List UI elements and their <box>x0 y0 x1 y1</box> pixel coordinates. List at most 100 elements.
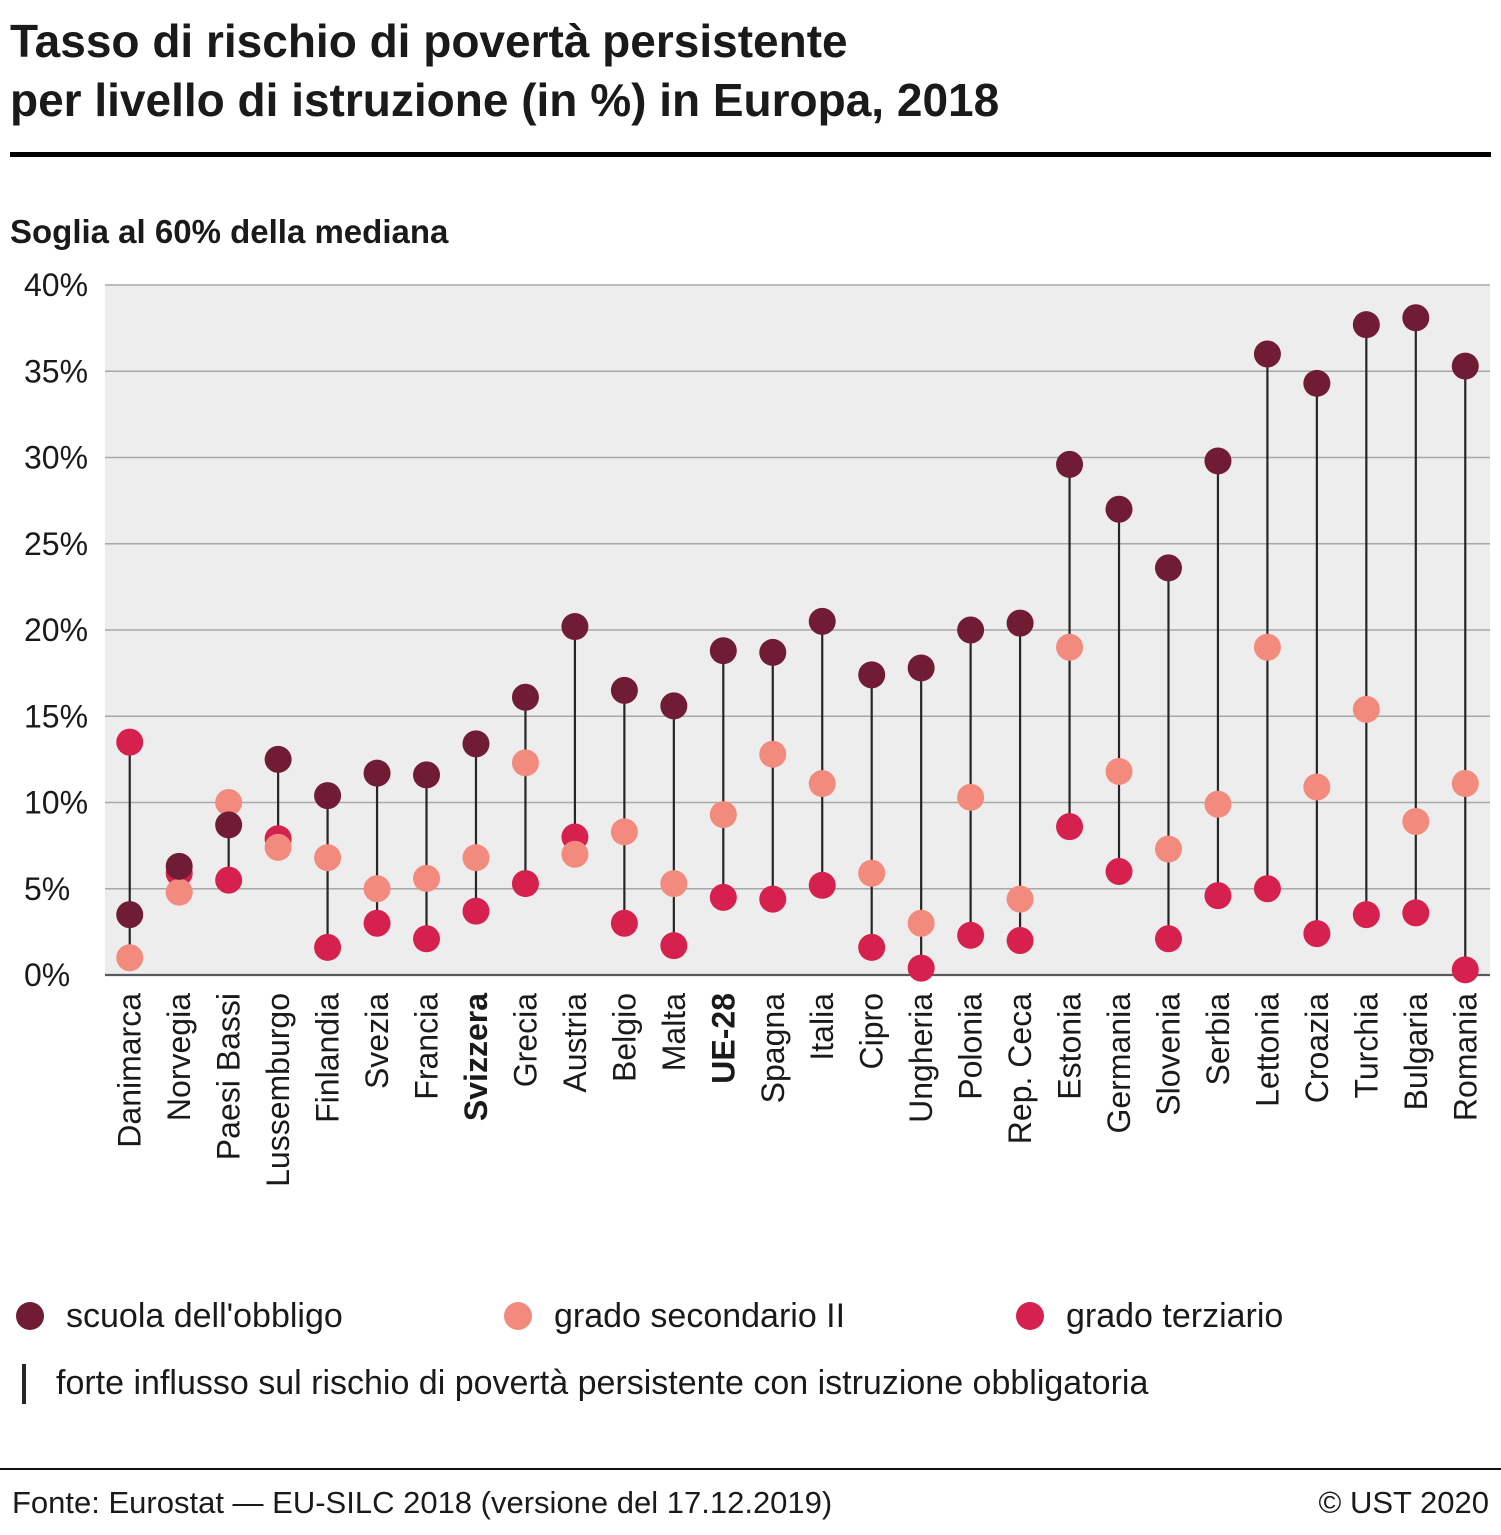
x-axis-label: Malta <box>656 993 692 1071</box>
data-point <box>462 843 490 871</box>
data-point <box>116 728 144 756</box>
data-point <box>413 761 441 789</box>
data-point <box>808 607 836 635</box>
data-point <box>1253 875 1281 902</box>
y-tick-label: 15% <box>24 698 88 734</box>
data-point <box>1402 899 1430 927</box>
data-point <box>1056 633 1084 661</box>
data-point <box>759 885 787 913</box>
data-point <box>709 636 737 664</box>
data-point <box>1303 773 1331 801</box>
data-point <box>413 925 441 953</box>
x-axis-label: Slovenia <box>1150 993 1186 1116</box>
x-axis-label: Austria <box>557 993 593 1093</box>
x-axis-label: Svizzera <box>458 993 494 1121</box>
data-point <box>660 692 688 720</box>
data-point <box>1451 769 1479 797</box>
data-point <box>1006 609 1034 637</box>
data-point <box>215 866 243 894</box>
legend-label-obbligo: scuola dell'obbligo <box>66 1296 343 1335</box>
data-point <box>610 909 638 937</box>
data-point <box>907 654 935 682</box>
x-axis-label: Norvegia <box>161 993 197 1121</box>
data-point <box>907 909 935 937</box>
y-tick-label: 0% <box>24 957 70 993</box>
title-divider <box>10 151 1491 157</box>
legend-label-secondario: grado secondario II <box>554 1296 846 1335</box>
range-line-icon <box>22 1363 26 1404</box>
y-tick-label: 5% <box>24 871 70 907</box>
page-title: Tasso di rischio di povertà persistente p… <box>10 12 1491 130</box>
x-axis-label: Italia <box>804 993 840 1061</box>
x-axis-label: Germania <box>1101 993 1137 1134</box>
x-axis-label: Paesi Bassi <box>211 993 247 1160</box>
data-point <box>1352 695 1380 723</box>
legend-item-secondario: grado secondario II <box>504 1297 1016 1336</box>
data-point <box>1204 881 1232 909</box>
x-axis-label: Romania <box>1447 993 1483 1121</box>
dot-range-chart: 0% 5% 10% 15% 20% 25% 30% 35% 40% Danimarca Norveg… <box>10 267 1491 1283</box>
data-point <box>264 745 292 773</box>
data-point <box>116 900 144 928</box>
data-point <box>116 944 144 971</box>
data-point <box>511 683 539 711</box>
x-axis-label: Rep. Ceca <box>1002 993 1038 1144</box>
source-text: Fonte: Eurostat — EU-SILC 2018 (versione… <box>12 1484 833 1520</box>
chart-subtitle: Soglia al 60% della mediana <box>10 212 449 250</box>
data-point <box>709 800 737 828</box>
data-point <box>957 783 985 811</box>
data-point <box>1402 304 1430 332</box>
x-axis-label: Serbia <box>1200 993 1236 1086</box>
x-axis-label: Francia <box>409 993 445 1100</box>
data-point <box>858 859 886 887</box>
data-point <box>1154 554 1182 582</box>
x-axis-label: Danimarca <box>112 993 148 1148</box>
data-point <box>1303 919 1331 947</box>
x-axis-label: Finlandia <box>310 993 346 1123</box>
data-point <box>610 818 638 846</box>
data-point <box>1451 956 1479 984</box>
y-tick-label: 30% <box>24 439 88 475</box>
data-point <box>1154 925 1182 953</box>
data-point <box>1006 885 1034 913</box>
legend-item-terziario: grado terziario <box>1016 1297 1283 1336</box>
data-point <box>610 676 638 704</box>
data-point <box>1204 790 1232 818</box>
data-point <box>165 878 193 906</box>
data-point <box>957 921 985 949</box>
x-axis-label: Estonia <box>1052 993 1088 1100</box>
data-point <box>1204 447 1232 475</box>
legend-label-terziario: grado terziario <box>1066 1296 1284 1335</box>
data-point <box>660 931 688 959</box>
data-point <box>1105 857 1133 885</box>
data-point <box>462 730 490 758</box>
data-point <box>215 811 243 839</box>
x-axis-label: Polonia <box>953 993 989 1100</box>
copyright-text: © UST 2020 <box>1318 1484 1489 1520</box>
data-point <box>1056 812 1084 840</box>
y-tick-label: 35% <box>24 353 88 389</box>
x-axis-label: Grecia <box>507 993 543 1087</box>
data-point <box>1006 926 1034 954</box>
data-point <box>363 759 391 787</box>
data-point <box>561 612 589 640</box>
data-point <box>462 897 490 925</box>
terziario-dot-icon <box>1016 1302 1044 1331</box>
y-tick-label: 40% <box>24 273 88 303</box>
range-note-text: forte influsso sul rischio di povertà pe… <box>56 1364 1149 1403</box>
data-point <box>1402 807 1430 835</box>
data-point <box>709 883 737 911</box>
data-point <box>363 909 391 937</box>
y-tick-label: 20% <box>24 612 88 648</box>
obbligo-dot-icon <box>16 1302 44 1331</box>
x-axis-label: UE-28 <box>705 993 741 1084</box>
data-point <box>314 781 342 809</box>
data-point <box>314 843 342 871</box>
x-axis-label: Belgio <box>606 993 642 1082</box>
data-point <box>660 869 688 897</box>
data-point <box>1253 340 1281 368</box>
data-point <box>511 869 539 897</box>
data-point <box>808 871 836 899</box>
data-point <box>413 864 441 892</box>
